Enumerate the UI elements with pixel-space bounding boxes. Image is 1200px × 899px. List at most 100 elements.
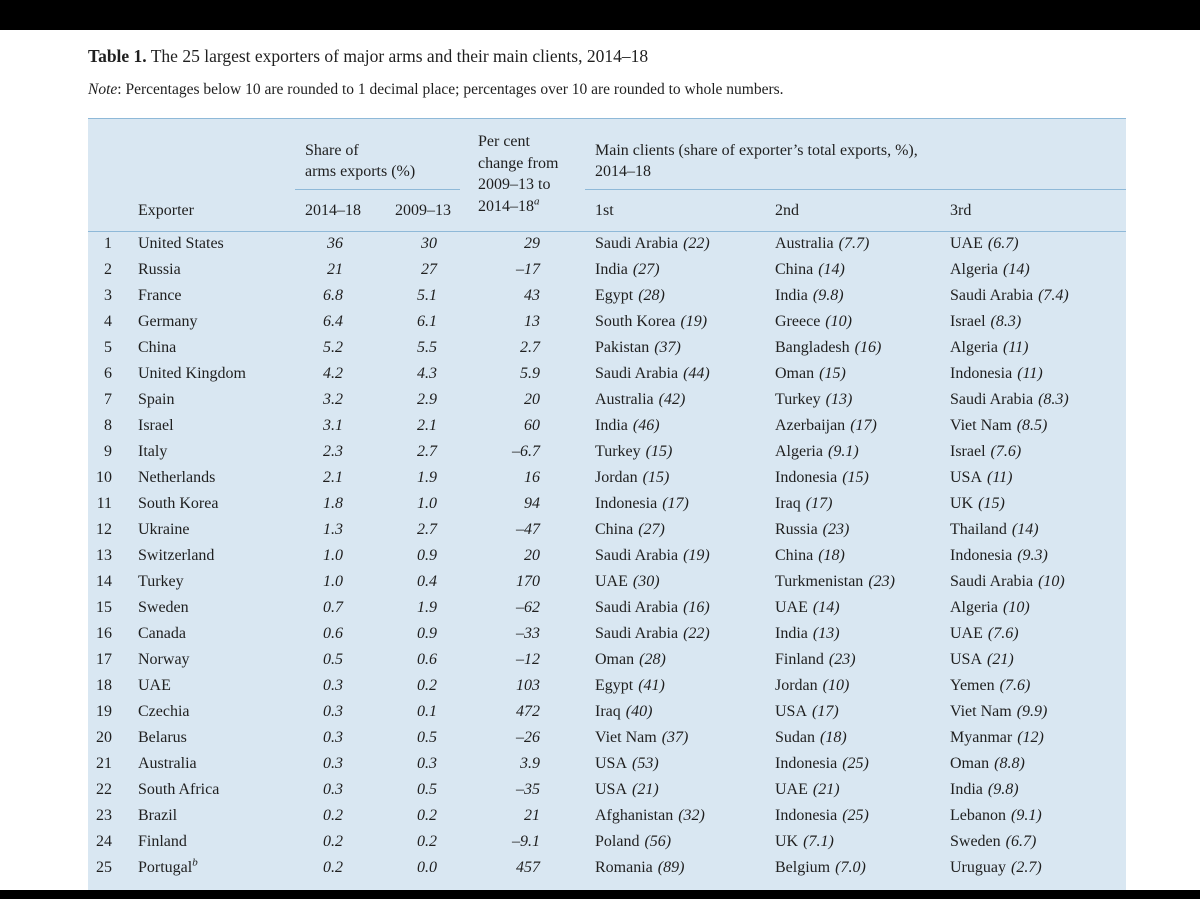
exporter-name: Canada [138, 625, 186, 642]
client-2nd-cell: India (13) [765, 621, 940, 647]
client-share: (9.9) [1016, 703, 1048, 720]
client-2nd-cell: Jordan (10) [765, 673, 940, 699]
arms-exporters-table: Share of arms exports (%) Per cent chang… [88, 119, 1126, 881]
client-2nd-cell: Iraq (17) [765, 491, 940, 517]
share-2009-13-cell: 0.9 [417, 625, 437, 642]
client-1st-cell: Egypt (28) [585, 283, 765, 309]
exporter-name: Brazil [138, 807, 178, 824]
share-2009-13-cell: 0.2 [417, 677, 437, 694]
exporter-cell: Czechia [126, 699, 295, 725]
rank-cell: 10 [96, 469, 112, 486]
percent-change-cell: 16 [524, 469, 540, 486]
table-note: Note: Percentages below 10 are rounded t… [88, 81, 1126, 99]
client-share: (53) [632, 755, 659, 772]
client-share: (40) [625, 703, 653, 720]
client-name: USA [595, 755, 628, 772]
share-2009-13-cell: 5.1 [417, 287, 437, 304]
client-name: Oman [595, 651, 635, 668]
table-row: 13 Switzerland 1.0 0.9 20 Saudi Arabia (1… [88, 543, 1126, 569]
share-2009-13-cell: 2.7 [417, 521, 437, 538]
client-share: (9.8) [987, 781, 1019, 798]
client-2nd-cell: China (18) [765, 543, 940, 569]
exporter-name: South Korea [138, 495, 219, 512]
percent-change-line3: 2009–13 to [478, 176, 551, 193]
client-1st-cell: Indonesia (17) [585, 491, 765, 517]
share-2009-13-cell: 1.0 [417, 495, 437, 512]
client-1st-cell: Australia (42) [585, 387, 765, 413]
exporter-name: Norway [138, 651, 190, 668]
share-2009-13-cell: 0.9 [417, 547, 437, 564]
share-2014-18-cell: 1.0 [323, 573, 343, 590]
exporter-name: United States [138, 235, 224, 253]
client-name: Sudan [775, 729, 815, 746]
percent-change-header: Per cent change from 2009–13 to 2014–18a [460, 119, 585, 232]
exporter-cell: Norway [126, 647, 295, 673]
client-2nd-cell: UAE (21) [765, 777, 940, 803]
share-2009-13-cell: 2.1 [417, 417, 437, 434]
client-name: Saudi Arabia [595, 599, 679, 616]
client-3rd-cell: Saudi Arabia (8.3) [940, 387, 1126, 413]
percent-change-line1: Per cent [478, 133, 530, 150]
percent-change-cell: –12 [516, 651, 540, 668]
exporter-name: Czechia [138, 703, 190, 720]
exporter-cell: Germany [126, 309, 295, 335]
percent-change-cell: 94 [524, 495, 540, 512]
client-2nd-cell: Australia (7.7) [765, 231, 940, 257]
client-share: (7.7) [838, 235, 870, 253]
client-share: (14) [1002, 261, 1030, 278]
share-2009-13-cell: 2.9 [417, 391, 437, 408]
share-2009-13-cell: 30 [421, 235, 437, 253]
client-name: Israel [950, 443, 986, 460]
rank-cell: 17 [96, 651, 112, 668]
client-share: (18) [820, 729, 847, 746]
client-name: Jordan [595, 469, 638, 486]
empty-header-cell [88, 119, 295, 189]
exporter-name: France [138, 287, 182, 304]
client-share: (46) [632, 417, 660, 434]
percent-change-cell: 457 [516, 859, 540, 876]
client-share: (12) [1017, 729, 1044, 746]
client-3rd-cell: USA (11) [940, 465, 1126, 491]
rank-cell: 3 [104, 287, 112, 304]
share-2014-18-cell: 0.3 [323, 781, 343, 798]
client-share: (11) [987, 469, 1013, 486]
client-share: (37) [661, 729, 689, 746]
client-1st-cell: Saudi Arabia (44) [585, 361, 765, 387]
exporter-name: Italy [138, 443, 168, 460]
client-share: (89) [657, 859, 685, 876]
share-2014-18-cell: 2.1 [323, 469, 343, 486]
client-share: (7.6) [999, 677, 1031, 694]
percent-change-cell: 5.9 [520, 365, 540, 382]
share-2009-13-cell: 4.3 [417, 365, 437, 382]
client-share: (19) [680, 313, 708, 330]
viewer-bottom-bar [0, 890, 1200, 899]
client-name: Iraq [595, 703, 621, 720]
client-2nd-cell: Turkmenistan (23) [765, 569, 940, 595]
client-name: Romania [595, 859, 653, 876]
table-row: 12 Ukraine 1.3 2.7 –47 China (27) Russia(… [88, 517, 1126, 543]
client-share: (10) [1002, 599, 1030, 616]
rank-cell: 25 [96, 859, 112, 876]
client-name: India [595, 417, 628, 434]
client-name: Indonesia [950, 547, 1013, 564]
exporter-cell: Switzerland [126, 543, 295, 569]
client-2nd-cell: Indonesia (15) [765, 465, 940, 491]
client-name: Saudi Arabia [950, 391, 1034, 408]
client-share: (17) [662, 495, 689, 512]
client-share: (27) [638, 521, 665, 538]
client-share: (56) [644, 833, 672, 850]
client-share: (17) [850, 417, 877, 434]
client-2nd-cell: UAE (14) [765, 595, 940, 621]
client-2nd-cell: Russia (23) [765, 517, 940, 543]
client-3rd-cell: Algeria (14) [940, 257, 1126, 283]
client-share: (15) [842, 469, 869, 486]
table-row: 18 UAE 0.3 0.2 103 Egypt (41) Jordan (10) … [88, 673, 1126, 699]
exporter-name: Sweden [138, 599, 189, 616]
client-share: (14) [812, 599, 840, 616]
client-name: Algeria [775, 443, 823, 460]
client-3rd-cell: Viet Nam (9.9) [940, 699, 1126, 725]
percent-change-cell: 20 [524, 391, 540, 408]
client-3rd-cell: Yemen (7.6) [940, 673, 1126, 699]
percent-change-cell: 472 [516, 703, 540, 720]
share-2014-18-cell: 0.3 [323, 677, 343, 694]
